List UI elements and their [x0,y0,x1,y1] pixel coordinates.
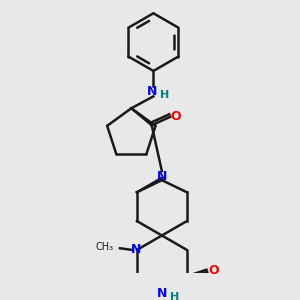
Text: O: O [208,264,219,277]
Text: N: N [158,287,168,300]
Text: CH₃: CH₃ [96,242,114,251]
Text: H: H [160,90,169,100]
Text: O: O [170,110,181,123]
Text: N: N [146,85,157,98]
Text: H: H [170,292,179,300]
Text: N: N [157,169,167,183]
Text: N: N [131,243,141,256]
